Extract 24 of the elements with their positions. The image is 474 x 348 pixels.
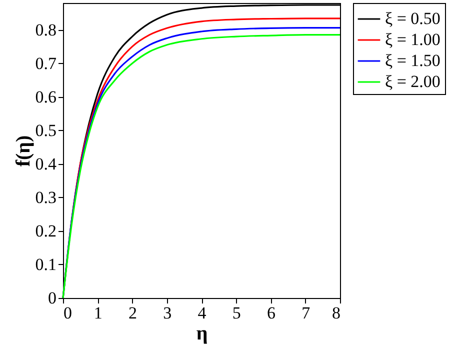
legend-label: ξ = 1.00 — [385, 30, 440, 49]
y-axis-title: f(η) — [12, 135, 34, 167]
legend-label: ξ = 1.50 — [385, 51, 440, 70]
y-tick-label: 0.4 — [35, 154, 57, 174]
y-tick-label: 0.7 — [35, 54, 57, 73]
x-tick-label: 3 — [163, 304, 172, 322]
x-axis-title: η — [196, 322, 208, 344]
y-tick-label: 0.2 — [35, 221, 56, 240]
x-tick-label: 0 — [64, 304, 72, 322]
x-tick-label: 7 — [302, 304, 311, 322]
x-tick-label: 5 — [232, 304, 241, 322]
y-tick-label: 0.6 — [35, 87, 56, 106]
x-tick-label: 1 — [94, 304, 102, 322]
x-tick-label: 6 — [267, 304, 276, 322]
y-tick-label: 0.1 — [35, 254, 56, 274]
y-tick-label: 0 — [48, 288, 56, 308]
x-tick-label: 4 — [198, 304, 207, 322]
y-tick-label: 0.3 — [35, 188, 56, 207]
legend-label: ξ = 0.50 — [385, 9, 440, 28]
x-tick-label: 8 — [332, 304, 340, 322]
y-tick-label: 0.8 — [35, 20, 56, 40]
y-tick-label: 0.5 — [35, 120, 56, 140]
legend-label: ξ = 2.00 — [385, 72, 440, 91]
x-tick-label: 2 — [128, 304, 137, 322]
